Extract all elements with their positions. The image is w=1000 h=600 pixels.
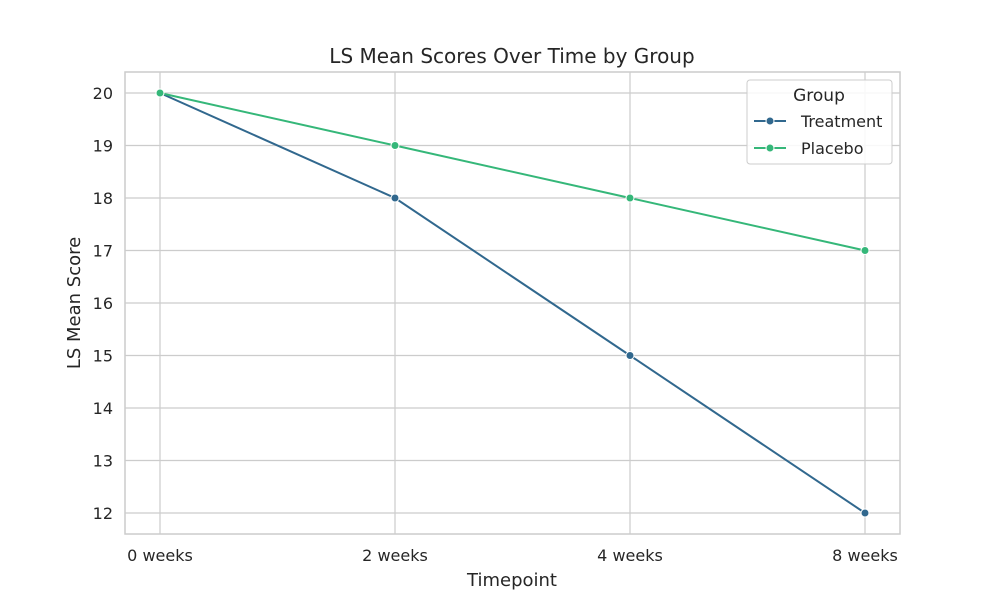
- data-point-treatment: [625, 351, 635, 360]
- data-point-placebo: [155, 88, 165, 98]
- legend-box: [746, 79, 893, 165]
- legend-item-treatment: Treatment: [754, 112, 882, 131]
- y-tick-label: 15: [93, 347, 113, 366]
- data-point-treatment: [390, 193, 400, 203]
- legend-title: Group: [793, 86, 845, 106]
- x-axis-label: Timepoint: [466, 570, 557, 591]
- data-point-placebo: [390, 141, 400, 150]
- y-tick-label: 18: [93, 189, 113, 208]
- legend-label-placebo: Placebo: [801, 139, 863, 158]
- legend-label-treatment: Treatment: [800, 112, 882, 131]
- plot-frame: [124, 71, 901, 535]
- legend: Group Treatment Placebo: [746, 79, 893, 165]
- series-layer: [155, 88, 870, 518]
- data-point-placebo: [625, 193, 635, 203]
- y-tick-label: 12: [93, 504, 113, 523]
- y-tick-label: 19: [93, 137, 113, 156]
- x-tick-label: 2 weeks: [362, 546, 428, 565]
- y-tick-label: 17: [93, 242, 113, 261]
- y-tick-label: 13: [93, 452, 113, 471]
- tick-labels: 0 weeks 2 weeks 4 weeks 8 weeks 12 13 14 15 16 17…: [93, 84, 898, 565]
- legend-items: Treatment Placebo: [754, 112, 882, 158]
- data-point-placebo: [860, 246, 870, 255]
- data-point-treatment: [860, 508, 870, 518]
- legend-marker-placebo: [765, 143, 775, 153]
- x-tick-label: 0 weeks: [127, 546, 193, 565]
- series-line-placebo: [159, 92, 866, 252]
- y-tick-label: 16: [93, 294, 113, 313]
- legend-marker-treatment: [765, 116, 775, 126]
- y-axis-label: LS Mean Score: [64, 237, 85, 369]
- legend-item-placebo: Placebo: [754, 139, 863, 158]
- chart-title: LS Mean Scores Over Time by Group: [329, 44, 694, 68]
- y-tick-label: 20: [93, 84, 113, 103]
- series-line-treatment: [159, 92, 866, 514]
- y-tick-label: 14: [93, 399, 113, 418]
- x-tick-label: 8 weeks: [832, 546, 898, 565]
- x-tick-label: 4 weeks: [597, 546, 663, 565]
